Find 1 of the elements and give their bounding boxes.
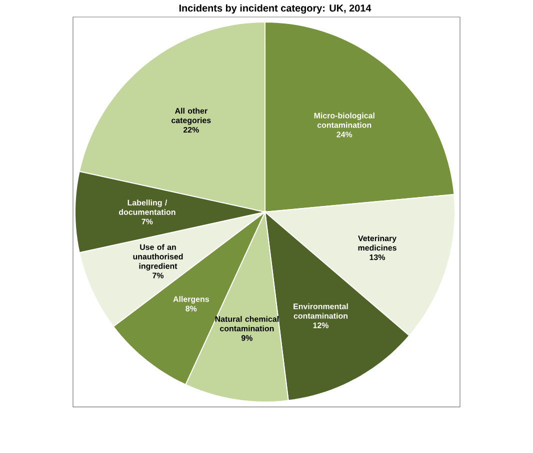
chart-title: Incidents by incident category: UK, 2014 (179, 4, 372, 14)
